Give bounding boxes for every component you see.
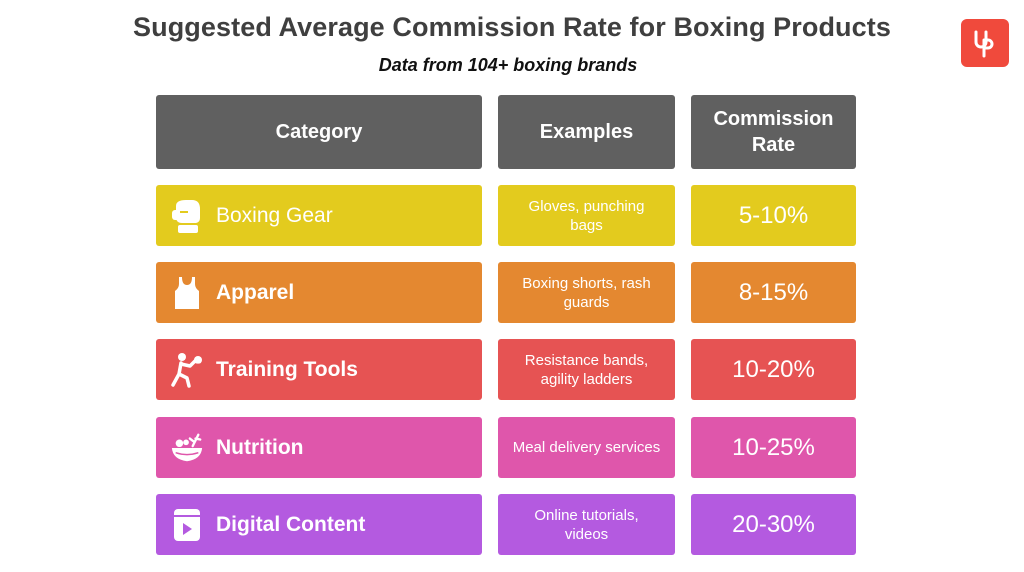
header-commission-rate-label: Commission Rate <box>713 108 834 156</box>
tank-top-icon <box>170 275 204 311</box>
commission-rate-label: 10-20% <box>732 355 815 383</box>
commission-rate-label: 5-10% <box>738 201 809 229</box>
category-label: Digital Content <box>216 512 366 536</box>
category-cell: Apparel <box>156 262 482 323</box>
commission-rate-label: 8-15% <box>738 278 809 306</box>
header-examples-label: Examples <box>539 121 634 143</box>
page-subtitle: Data from 104+ boxing brands <box>378 55 638 75</box>
category-cell: Training Tools <box>156 339 482 400</box>
category-label: Training Tools <box>216 357 358 381</box>
category-cell: Boxing Gear <box>156 185 482 246</box>
commission-rate-cell: 8-15% <box>691 262 856 323</box>
commission-rate-label: 20-30% <box>732 510 815 538</box>
category-cell: Digital Content <box>156 494 482 555</box>
examples-cell: Gloves, punching bags <box>498 185 675 246</box>
video-player-icon <box>170 507 204 543</box>
examples-label: Boxing shorts, rash guards <box>522 274 651 311</box>
boxer-figure-icon <box>170 352 204 388</box>
examples-label: Gloves, punching bags <box>528 197 645 234</box>
examples-cell: Boxing shorts, rash guards <box>498 262 675 323</box>
header-category-label: Category <box>275 121 363 143</box>
page-title: Suggested Average Commission Rate for Bo… <box>133 12 891 42</box>
examples-cell: Resistance bands, agility ladders <box>498 339 675 400</box>
examples-cell: Meal delivery services <box>498 417 675 478</box>
boxing-glove-icon <box>170 198 204 234</box>
salad-bowl-icon <box>170 430 204 466</box>
category-cell: Nutrition <box>156 417 482 478</box>
examples-label: Meal delivery services <box>512 439 661 456</box>
header-examples: Examples <box>498 95 675 169</box>
commission-rate-label: 10-25% <box>732 433 815 461</box>
commission-rate-cell: 5-10% <box>691 185 856 246</box>
up-logo-icon <box>961 19 1009 67</box>
commission-rate-cell: 20-30% <box>691 494 856 555</box>
commission-rate-cell: 10-25% <box>691 417 856 478</box>
header-commission-rate: Commission Rate <box>691 95 856 169</box>
examples-label: Online tutorials, videos <box>534 506 639 543</box>
commission-rate-cell: 10-20% <box>691 339 856 400</box>
category-label: Nutrition <box>216 435 304 459</box>
category-label: Apparel <box>216 280 295 304</box>
examples-cell: Online tutorials, videos <box>498 494 675 555</box>
header-category: Category <box>156 95 482 169</box>
examples-label: Resistance bands, agility ladders <box>524 351 649 388</box>
category-label: Boxing Gear <box>216 203 333 227</box>
